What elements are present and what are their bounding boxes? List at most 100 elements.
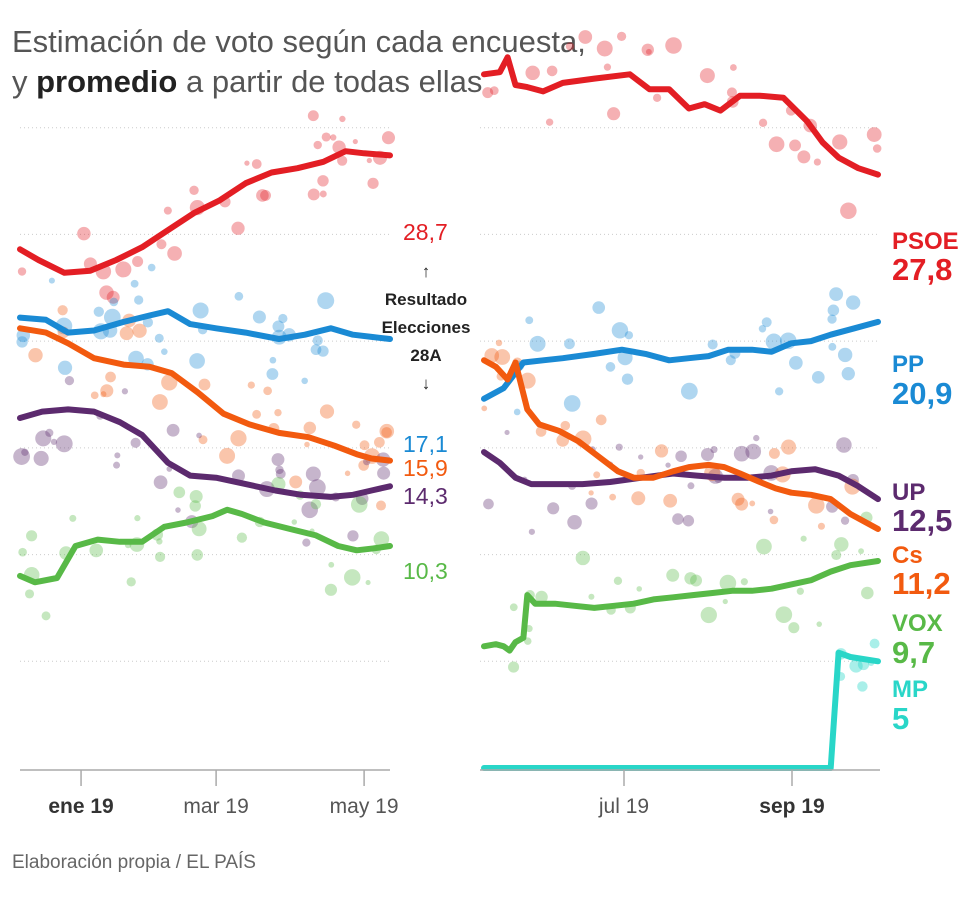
poll-dot-pp [130,279,139,288]
poll-dot-vox [666,568,680,582]
poll-dot-vox [834,537,849,552]
poll-dot-psoe [319,190,327,198]
poll-dot-psoe [317,175,329,187]
poll-dot-up [114,452,121,459]
poll-dot-pp [525,316,534,325]
party-name-pp: PP [892,351,924,378]
poll-dot-up [130,437,141,448]
poll-dot-psoe [337,155,348,166]
poll-dot-vox [788,622,800,634]
poll-dot-cs [303,421,317,435]
end-label-left-up: 14,3 [403,483,448,509]
poll-dot-psoe [565,42,575,51]
poll-dot-vox [700,606,717,624]
poll-dot-up [35,430,52,447]
annotation-line-3: 28A [410,346,441,365]
poll-dot-psoe [167,246,182,261]
poll-dot-psoe [578,30,593,44]
poll-dot-vox [831,550,842,561]
poll-dot-pp [310,344,322,356]
end-label-left-pp: 17,1 [403,431,448,457]
poll-dot-vox [509,603,518,612]
end-label-left-vox: 10,3 [403,558,448,584]
poll-dot-psoe [307,188,320,201]
poll-dot-psoe [813,158,821,166]
poll-dot-up [504,429,510,436]
poll-dot-vox [69,514,77,522]
poll-dot-up [13,448,30,465]
poll-dot-pp [154,333,164,343]
poll-dot-pp [827,314,837,324]
poll-dot-vox [350,496,368,513]
poll-dot-cs [198,378,211,391]
poll-dot-vox [191,549,204,561]
poll-dot-psoe [156,239,167,250]
poll-dot-pp [680,382,698,400]
poll-dot-pp [592,301,606,314]
annotation-arrow-up: ↑ [422,262,431,281]
poll-dot-pp [837,347,853,363]
poll-dot-up [175,507,181,513]
line-left-psoe [17,148,393,276]
poll-dot-vox [324,583,338,596]
poll-dot-pp [775,387,784,396]
line-right-vox [481,558,881,654]
poll-dot-up [196,432,202,439]
party-value-mp: 5 [892,701,909,736]
poll-dot-cs [494,349,511,365]
poll-dot-vox [740,578,748,586]
poll-dot-up [50,438,58,445]
poll-dot-psoe [797,150,811,164]
poll-dot-psoe [730,64,737,71]
poll-dot-psoe [866,127,882,142]
poll-dot-cs [663,493,678,508]
poll-dot-psoe [482,87,494,99]
party-name-up: UP [892,479,925,506]
poll-dot-vox [684,572,697,585]
end-label-left-psoe: 28,7 [403,219,448,245]
poll-dot-psoe [652,93,662,102]
poll-dot-vox [18,547,27,557]
x-tick-label-right-1: sep 19 [759,795,824,818]
poll-dot-up [753,434,760,442]
poll-dot-psoe [189,185,199,195]
poll-dot-cs [252,409,262,419]
poll-dot-vox [722,598,728,605]
poll-dot-cs [100,391,107,398]
poll-dot-up [55,435,73,453]
poll-dot-vox [89,543,104,558]
poll-dot-vox [236,532,248,543]
poll-dot-psoe [231,221,245,235]
annotation-line-1: Resultado [385,290,467,309]
x-tick-label-right-0: jul 19 [598,795,649,818]
party-name-vox: VOX [892,610,943,637]
grid-layer [20,127,880,662]
poll-dot-pp [761,317,772,328]
poll-dot-cs [304,441,310,448]
poll-dot-vox [861,586,874,600]
poll-dot-cs [379,423,395,439]
line-right-cs [481,357,881,532]
line-right-up [481,449,881,503]
poll-dot-cs [374,436,385,448]
poll-dot-up [302,538,311,547]
poll-dot-vox [588,593,595,600]
x-tick-label-left-1: mar 19 [183,795,248,818]
poll-dot-psoe [132,255,144,268]
poll-dot-cs [119,326,134,341]
poll-dot-psoe [366,157,372,164]
poll-dot-vox [858,548,864,555]
poll-dot-up [710,446,718,454]
poll-dot-vox [507,661,520,673]
poll-dot-up [483,498,494,510]
poll-dot-pp [707,339,718,350]
poll-dot-vox [535,590,548,604]
poll-dot-up [275,465,284,475]
poll-dot-psoe [840,202,857,220]
poll-dot-psoe [352,138,358,145]
election-annotation: ↑ Resultado Elecciones 28A ↓ [382,262,471,393]
poll-dot-psoe [545,118,554,126]
poll-dot-up [309,479,326,496]
poll-dot-up [45,428,54,437]
poll-dot-pp [624,331,634,340]
